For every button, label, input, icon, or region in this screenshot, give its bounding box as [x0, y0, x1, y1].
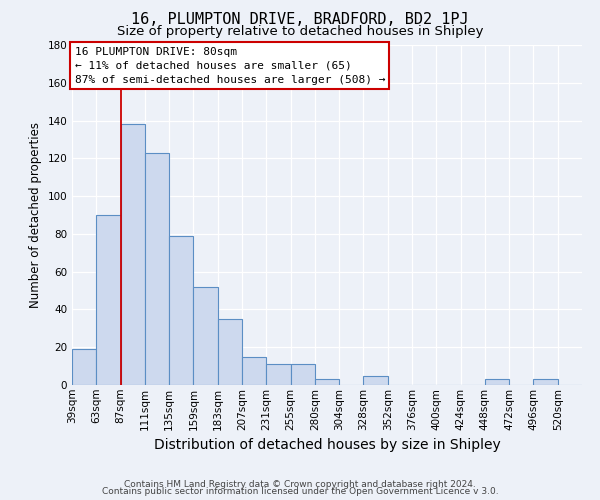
Text: 16, PLUMPTON DRIVE, BRADFORD, BD2 1PJ: 16, PLUMPTON DRIVE, BRADFORD, BD2 1PJ — [131, 12, 469, 28]
Bar — [533, 380, 558, 385]
Text: 16 PLUMPTON DRIVE: 80sqm
← 11% of detached houses are smaller (65)
87% of semi-d: 16 PLUMPTON DRIVE: 80sqm ← 11% of detach… — [74, 46, 385, 84]
Bar — [169, 236, 193, 385]
Text: Contains HM Land Registry data © Crown copyright and database right 2024.: Contains HM Land Registry data © Crown c… — [124, 480, 476, 489]
Y-axis label: Number of detached properties: Number of detached properties — [29, 122, 42, 308]
Bar — [242, 356, 266, 385]
Bar — [145, 152, 169, 385]
Bar — [364, 376, 388, 385]
X-axis label: Distribution of detached houses by size in Shipley: Distribution of detached houses by size … — [154, 438, 500, 452]
Bar — [485, 380, 509, 385]
Bar — [266, 364, 290, 385]
Bar — [315, 380, 339, 385]
Bar — [121, 124, 145, 385]
Bar — [218, 319, 242, 385]
Text: Contains public sector information licensed under the Open Government Licence v : Contains public sector information licen… — [101, 488, 499, 496]
Bar — [72, 349, 96, 385]
Bar — [96, 215, 121, 385]
Text: Size of property relative to detached houses in Shipley: Size of property relative to detached ho… — [117, 25, 483, 38]
Bar — [193, 287, 218, 385]
Bar — [290, 364, 315, 385]
